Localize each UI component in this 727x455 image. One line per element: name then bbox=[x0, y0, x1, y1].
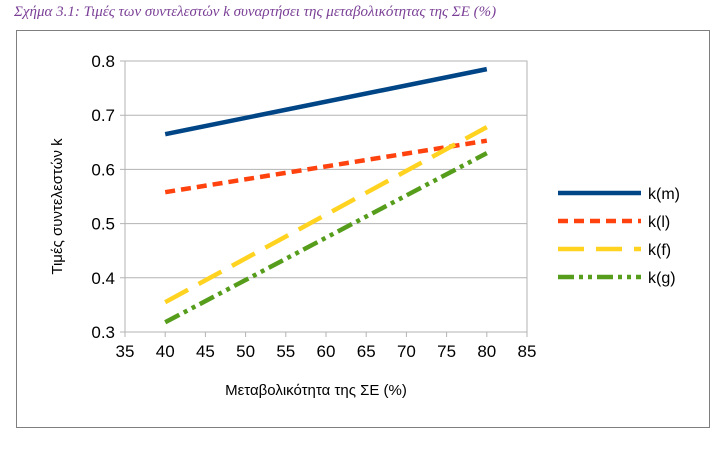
series-line-kl bbox=[164, 138, 488, 195]
x-tick-label: 45 bbox=[196, 342, 215, 361]
plot-area-border bbox=[124, 60, 528, 333]
legend-label-kg: k(g) bbox=[648, 270, 676, 287]
x-tick-label: 80 bbox=[477, 342, 496, 361]
series-line-kg bbox=[164, 151, 488, 325]
x-tick-label: 60 bbox=[317, 342, 336, 361]
series-lines bbox=[164, 66, 488, 325]
x-tick-label: 50 bbox=[236, 342, 255, 361]
legend: k(m) k(l) k(f) k(g) bbox=[558, 186, 680, 287]
legend-label-kl: k(l) bbox=[648, 214, 670, 231]
x-tick-label: 40 bbox=[156, 342, 175, 361]
figure-caption: Σχήμα 3.1: Τιμές των συντελεστών k συναρ… bbox=[14, 4, 497, 20]
y-tick-label: 0.8 bbox=[91, 52, 115, 71]
y-tick-labels: 0.3 0.4 0.5 0.6 0.7 0.8 bbox=[91, 52, 115, 342]
x-tick-label: 65 bbox=[357, 342, 376, 361]
x-tick-label: 70 bbox=[397, 342, 416, 361]
x-tick-label: 85 bbox=[518, 342, 537, 361]
legend-label-km: k(m) bbox=[648, 186, 680, 203]
x-tick-label: 75 bbox=[437, 342, 456, 361]
y-tick-label: 0.4 bbox=[91, 269, 115, 288]
x-tick-labels: 35 40 45 50 55 60 65 70 75 80 85 bbox=[116, 342, 537, 361]
x-axis-label: Μεταβολικότητα της ΣΕ (%) bbox=[225, 382, 407, 399]
chart-frame bbox=[16, 30, 710, 428]
series-line-kf bbox=[164, 125, 488, 305]
legend-label-kf: k(f) bbox=[648, 242, 671, 259]
axes bbox=[124, 60, 528, 337]
y-axis-label: Τιμές συντελεστών k bbox=[49, 138, 66, 275]
y-tick-label: 0.6 bbox=[91, 160, 115, 179]
x-tick-label: 55 bbox=[276, 342, 295, 361]
y-tick-label: 0.7 bbox=[91, 106, 115, 125]
y-tick-label: 0.5 bbox=[91, 215, 115, 234]
series-line-km bbox=[164, 66, 488, 137]
y-tick-label: 0.3 bbox=[91, 323, 115, 342]
x-tick-label: 35 bbox=[116, 342, 135, 361]
